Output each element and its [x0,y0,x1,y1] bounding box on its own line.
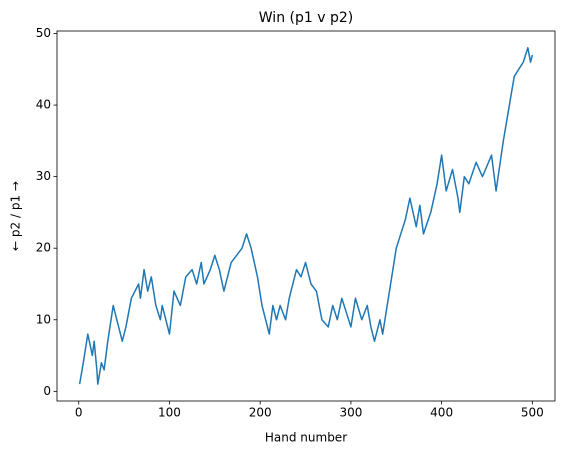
x-tick-label: 0 [75,406,83,420]
x-tick-label: 400 [430,406,453,420]
x-axis-label: Hand number [265,431,347,445]
y-tick-label: 30 [36,169,51,183]
x-tick-label: 500 [521,406,544,420]
y-tick-label: 40 [36,98,51,112]
x-tick-label: 100 [158,406,181,420]
y-tick-label: 50 [36,26,51,40]
x-tick-label: 300 [339,406,362,420]
x-tick-label: 200 [249,406,272,420]
y-tick-label: 20 [36,241,51,255]
y-tick-label: 0 [43,384,51,398]
y-axis-label: ← p2 / p1 → [9,181,23,251]
y-tick-label: 10 [36,312,51,326]
axes-frame [56,30,556,402]
chart-title: Win (p1 v p2) [259,10,353,26]
line [78,47,534,385]
